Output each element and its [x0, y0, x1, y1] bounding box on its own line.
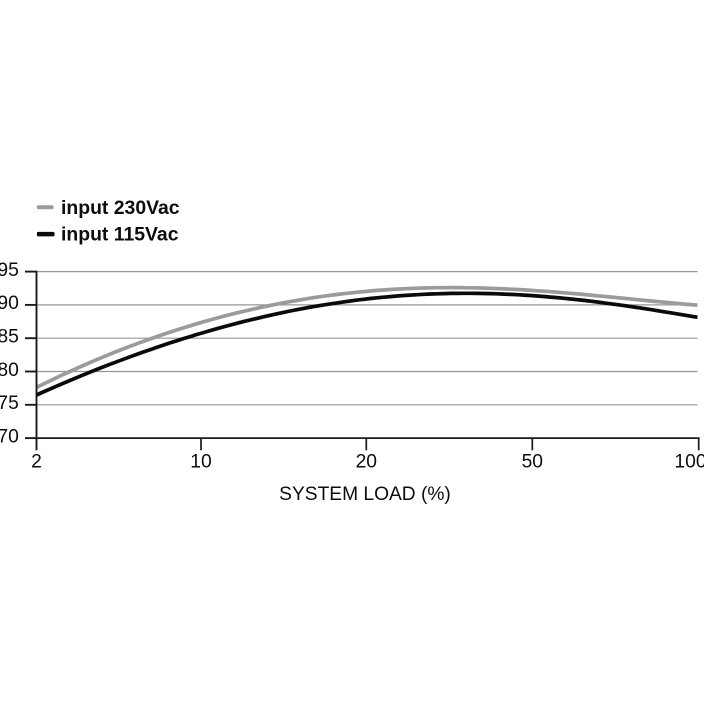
- svg-text:75: 75: [0, 393, 19, 414]
- svg-text:input 115Vac: input 115Vac: [61, 224, 179, 246]
- svg-text:90: 90: [0, 293, 19, 314]
- svg-text:SYSTEM LOAD (%): SYSTEM LOAD (%): [279, 484, 451, 505]
- svg-text:20: 20: [356, 451, 377, 472]
- svg-text:50: 50: [522, 451, 543, 472]
- svg-text:95: 95: [0, 260, 19, 281]
- svg-text:100: 100: [674, 451, 704, 472]
- svg-text:2: 2: [31, 451, 42, 472]
- svg-text:80: 80: [0, 360, 19, 381]
- svg-text:85: 85: [0, 327, 19, 348]
- svg-text:10: 10: [190, 451, 211, 472]
- svg-text:input 230Vac: input 230Vac: [61, 197, 180, 219]
- svg-text:70: 70: [0, 426, 19, 447]
